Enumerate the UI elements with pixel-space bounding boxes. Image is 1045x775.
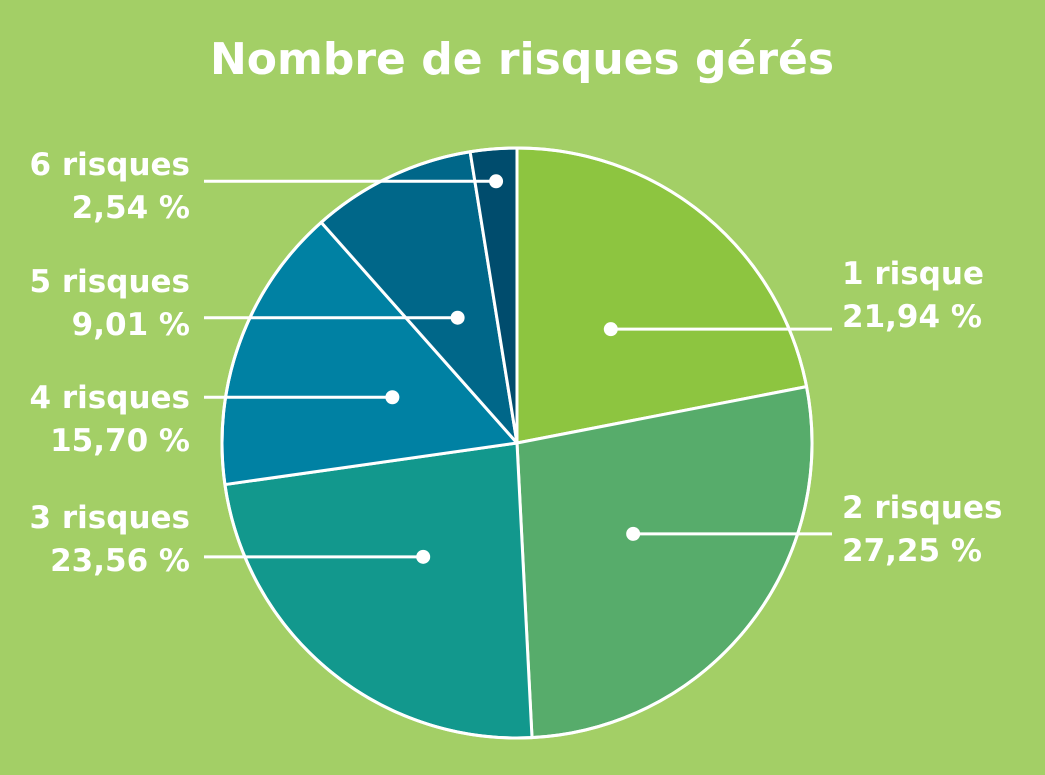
slice-value-label: 27,25 % [842,533,982,569]
leader-dot [489,174,504,189]
slice-labels: 1 risque 21,94 % 2 risques 27,25 % 3 risques… [30,147,1003,579]
leader-dot [626,526,641,541]
slice-label: 2 risques [842,490,1002,526]
slice-value-label: 15,70 % [50,423,190,459]
leader-dot [385,390,400,405]
slice-label: 5 risques [30,264,190,300]
chart-title: Nombre de risques gérés [210,34,834,85]
pie-slices [220,146,814,740]
leader-lines [204,174,832,564]
slice-label: 1 risque [842,256,984,292]
pie-slice [515,385,814,740]
slice-value-label: 2,54 % [72,190,190,226]
leader-dot [416,549,431,564]
slice-label: 6 risques [30,147,190,183]
slice-value-label: 9,01 % [72,307,190,343]
pie-outline [220,146,814,740]
leader-dot [450,310,465,325]
pie-slice [223,441,534,740]
slice-label: 3 risques [30,500,190,536]
slice-label: 4 risques [30,380,190,416]
slice-value-label: 23,56 % [50,543,190,579]
leader-dot [603,322,618,337]
slice-value-label: 21,94 % [842,299,982,335]
